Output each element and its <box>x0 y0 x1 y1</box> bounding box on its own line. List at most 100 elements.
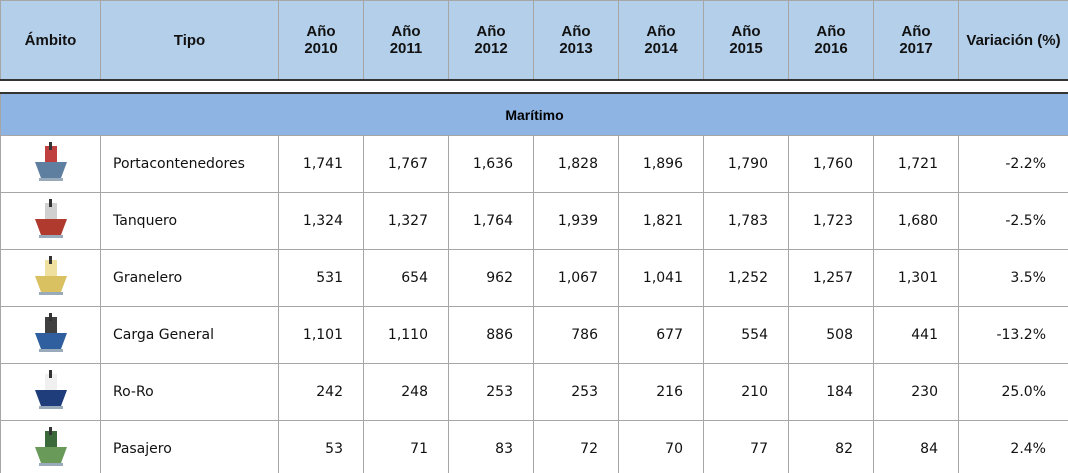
variation-cell: 25.0% <box>958 363 1068 421</box>
header-cell: Año 2013 <box>533 0 619 81</box>
value-cell: 1,828 <box>533 135 619 193</box>
variation-cell: -2.5% <box>958 192 1068 250</box>
variation-cell: 2.4% <box>958 420 1068 473</box>
tipo-cell: Pasajero <box>100 420 279 473</box>
ship-icon <box>34 199 67 238</box>
value-cell: 786 <box>533 306 619 364</box>
value-cell: 554 <box>703 306 789 364</box>
header-cell: Año 2010 <box>278 0 364 81</box>
value-cell: 654 <box>363 249 449 307</box>
value-cell: 1,821 <box>618 192 704 250</box>
value-cell: 184 <box>788 363 874 421</box>
header-cell: Año 2014 <box>618 0 704 81</box>
value-cell: 72 <box>533 420 619 473</box>
variation-cell: 3.5% <box>958 249 1068 307</box>
value-cell: 1,067 <box>533 249 619 307</box>
value-cell: 70 <box>618 420 704 473</box>
value-cell: 962 <box>448 249 534 307</box>
variation-cell: -2.2% <box>958 135 1068 193</box>
value-cell: 83 <box>448 420 534 473</box>
ship-icon <box>34 313 67 352</box>
header-row: Ámbito Tipo Año 2010 Año 2011 Año 2012 Año 20… <box>0 0 1068 81</box>
tipo-cell: Ro-Ro <box>100 363 279 421</box>
value-cell: 1,324 <box>278 192 364 250</box>
icon-cell <box>0 420 101 473</box>
value-cell: 1,939 <box>533 192 619 250</box>
header-label: Año 2010 <box>304 23 338 57</box>
header-label: Tipo <box>173 31 206 49</box>
value-cell: 1,760 <box>788 135 874 193</box>
value-cell: 253 <box>448 363 534 421</box>
header-label: Año 2017 <box>899 23 933 57</box>
value-cell: 1,101 <box>278 306 364 364</box>
data-row: Ro-Ro 242 248 253 253 216 210 184 230 25.0% <box>0 363 1068 421</box>
value-cell: 1,767 <box>363 135 449 193</box>
data-row: Tanquero 1,324 1,327 1,764 1,939 1,821 1,783 1,… <box>0 192 1068 250</box>
header-cell: Ámbito <box>0 0 101 81</box>
value-cell: 1,783 <box>703 192 789 250</box>
value-cell: 531 <box>278 249 364 307</box>
value-cell: 230 <box>873 363 959 421</box>
value-cell: 84 <box>873 420 959 473</box>
tipo-cell: Portacontenedores <box>100 135 279 193</box>
header-label: Año 2013 <box>559 23 593 57</box>
icon-cell <box>0 192 101 250</box>
ship-icon <box>34 256 67 295</box>
value-cell: 1,110 <box>363 306 449 364</box>
header-label: Año 2012 <box>474 23 508 57</box>
value-cell: 1,041 <box>618 249 704 307</box>
value-cell: 1,721 <box>873 135 959 193</box>
variation-cell: -13.2% <box>958 306 1068 364</box>
icon-cell <box>0 135 101 193</box>
value-cell: 242 <box>278 363 364 421</box>
value-cell: 508 <box>788 306 874 364</box>
ship-icon <box>34 370 67 409</box>
value-cell: 677 <box>618 306 704 364</box>
value-cell: 1,764 <box>448 192 534 250</box>
value-cell: 1,301 <box>873 249 959 307</box>
data-row: Pasajero 53 71 83 72 70 77 82 84 2.4% <box>0 420 1068 473</box>
value-cell: 216 <box>618 363 704 421</box>
icon-cell <box>0 363 101 421</box>
value-cell: 1,741 <box>278 135 364 193</box>
header-cell: Año 2016 <box>788 0 874 81</box>
header-cell: Año 2011 <box>363 0 449 81</box>
header-label: Año 2011 <box>389 23 423 57</box>
tipo-cell: Tanquero <box>100 192 279 250</box>
header-cell: Año 2015 <box>703 0 789 81</box>
data-row: Carga General 1,101 1,110 886 786 677 554 508 44… <box>0 306 1068 364</box>
value-cell: 1,327 <box>363 192 449 250</box>
header-cell: Tipo <box>100 0 279 81</box>
value-cell: 1,252 <box>703 249 789 307</box>
value-cell: 1,896 <box>618 135 704 193</box>
header-cell: Año 2012 <box>448 0 534 81</box>
value-cell: 253 <box>533 363 619 421</box>
icon-cell <box>0 249 101 307</box>
header-cell: Variación (%) <box>958 0 1068 81</box>
value-cell: 77 <box>703 420 789 473</box>
tipo-cell: Carga General <box>100 306 279 364</box>
icon-cell <box>0 306 101 364</box>
value-cell: 441 <box>873 306 959 364</box>
data-row: Portacontenedores 1,741 1,767 1,636 1,828 1,8… <box>0 135 1068 193</box>
header-cell: Año 2017 <box>873 0 959 81</box>
section-row: Marítimo <box>0 92 1068 136</box>
header-label: Año 2015 <box>729 23 763 57</box>
data-row: Granelero 531 654 962 1,067 1,041 1,252 1,257 1,… <box>0 249 1068 307</box>
ship-icon <box>34 142 67 181</box>
header-label: Año 2014 <box>644 23 678 57</box>
value-cell: 71 <box>363 420 449 473</box>
tipo-cell: Granelero <box>100 249 279 307</box>
value-cell: 1,723 <box>788 192 874 250</box>
ship-icon <box>34 427 67 466</box>
value-cell: 53 <box>278 420 364 473</box>
value-cell: 210 <box>703 363 789 421</box>
value-cell: 82 <box>788 420 874 473</box>
value-cell: 248 <box>363 363 449 421</box>
header-label: Ámbito <box>24 31 77 49</box>
value-cell: 1,680 <box>873 192 959 250</box>
value-cell: 1,257 <box>788 249 874 307</box>
header-label: Variación (%) <box>966 31 1061 49</box>
